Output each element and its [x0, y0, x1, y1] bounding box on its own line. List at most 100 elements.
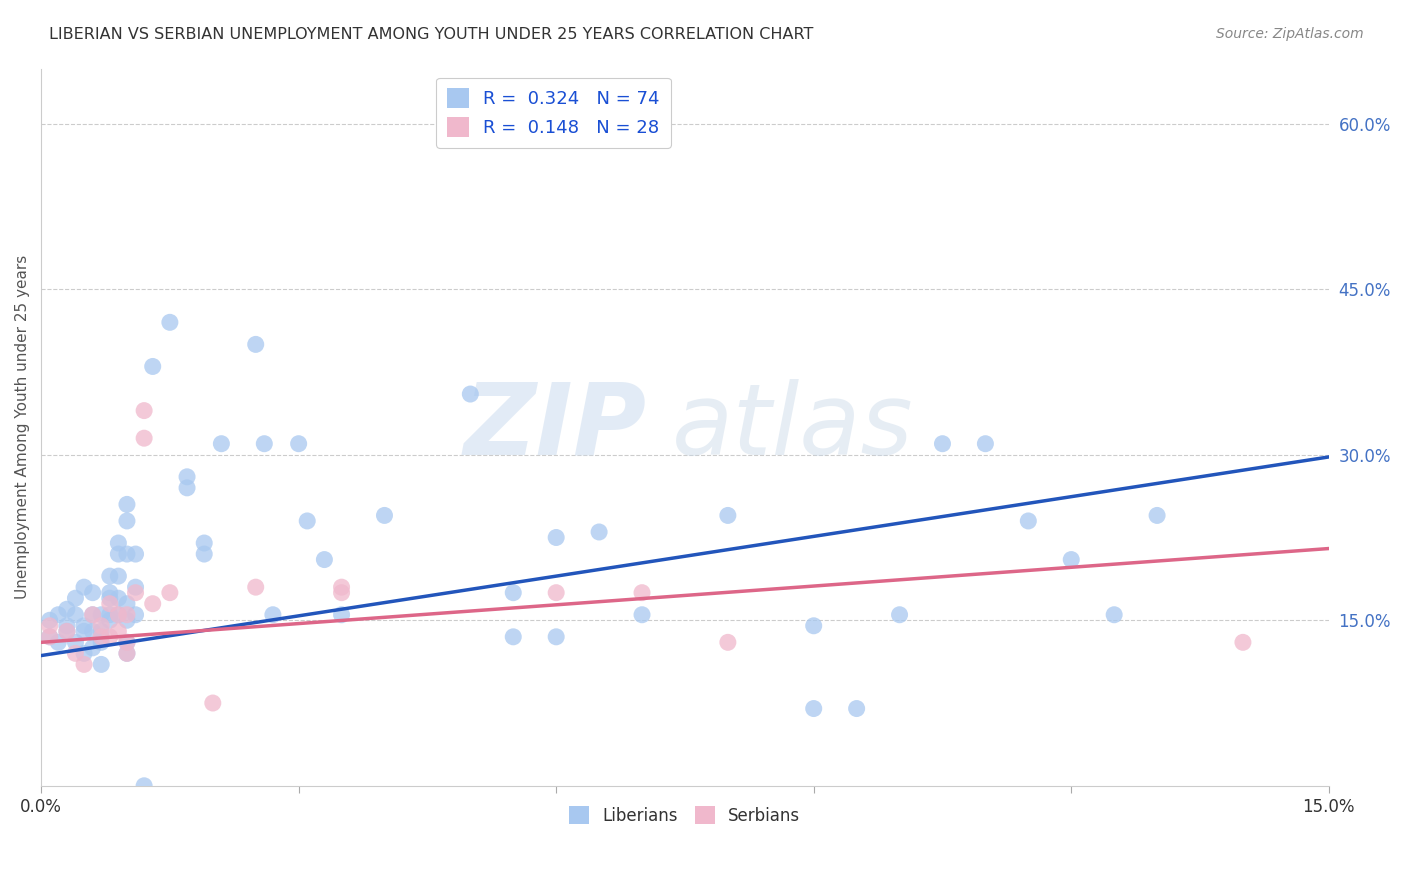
Point — [46, 635, 69, 649]
Point — [245, 337, 267, 351]
Point — [90, 657, 112, 672]
Point — [115, 597, 138, 611]
Point — [38, 613, 60, 627]
Point — [115, 547, 138, 561]
Point — [82, 640, 104, 655]
Point — [253, 436, 276, 450]
Point — [176, 470, 198, 484]
Point — [98, 585, 121, 599]
Point — [1146, 508, 1168, 523]
Point — [107, 569, 129, 583]
Point — [107, 607, 129, 622]
Point — [1060, 552, 1083, 566]
Point — [974, 436, 997, 450]
Point — [82, 607, 104, 622]
Point — [56, 624, 79, 639]
Point — [889, 607, 911, 622]
Point — [115, 497, 138, 511]
Point — [115, 635, 138, 649]
Point — [134, 431, 156, 445]
Legend: Liberians, Serbians: Liberians, Serbians — [560, 797, 810, 835]
Point — [134, 779, 156, 793]
Point — [287, 436, 309, 450]
Point — [502, 585, 524, 599]
Point — [546, 585, 568, 599]
Text: LIBERIAN VS SERBIAN UNEMPLOYMENT AMONG YOUTH UNDER 25 YEARS CORRELATION CHART: LIBERIAN VS SERBIAN UNEMPLOYMENT AMONG Y… — [49, 27, 814, 42]
Point — [82, 585, 104, 599]
Point — [98, 630, 121, 644]
Point — [845, 701, 868, 715]
Point — [90, 624, 112, 639]
Point — [717, 508, 740, 523]
Point — [73, 624, 96, 639]
Point — [38, 619, 60, 633]
Point — [82, 624, 104, 639]
Point — [124, 547, 146, 561]
Point — [209, 436, 232, 450]
Point — [73, 619, 96, 633]
Point — [38, 630, 60, 644]
Point — [460, 387, 482, 401]
Point — [90, 619, 112, 633]
Point — [803, 619, 825, 633]
Point — [107, 624, 129, 639]
Point — [73, 657, 96, 672]
Point — [107, 591, 129, 606]
Point — [297, 514, 319, 528]
Point — [142, 597, 165, 611]
Point — [124, 607, 146, 622]
Point — [56, 619, 79, 633]
Point — [245, 580, 267, 594]
Point — [73, 646, 96, 660]
Point — [90, 630, 112, 644]
Point — [98, 613, 121, 627]
Point — [124, 585, 146, 599]
Point — [803, 701, 825, 715]
Point — [82, 607, 104, 622]
Point — [330, 580, 353, 594]
Point — [159, 315, 181, 329]
Text: ZIP: ZIP — [464, 378, 647, 475]
Point — [717, 635, 740, 649]
Point — [193, 536, 215, 550]
Point — [931, 436, 953, 450]
Point — [115, 607, 138, 622]
Point — [107, 547, 129, 561]
Point — [546, 531, 568, 545]
Point — [631, 585, 654, 599]
Point — [107, 607, 129, 622]
Point — [98, 569, 121, 583]
Point — [115, 646, 138, 660]
Point — [330, 585, 353, 599]
Point — [46, 607, 69, 622]
Point — [115, 635, 138, 649]
Text: atlas: atlas — [672, 378, 914, 475]
Point — [73, 580, 96, 594]
Point — [65, 607, 87, 622]
Point — [262, 607, 284, 622]
Point — [65, 646, 87, 660]
Point — [201, 696, 224, 710]
Y-axis label: Unemployment Among Youth under 25 years: Unemployment Among Youth under 25 years — [15, 255, 30, 599]
Point — [115, 613, 138, 627]
Point — [546, 630, 568, 644]
Point — [314, 552, 336, 566]
Point — [90, 635, 112, 649]
Point — [115, 514, 138, 528]
Point — [134, 403, 156, 417]
Point — [65, 635, 87, 649]
Point — [1232, 635, 1254, 649]
Point — [502, 630, 524, 644]
Point — [90, 607, 112, 622]
Point — [193, 547, 215, 561]
Point — [115, 646, 138, 660]
Point — [176, 481, 198, 495]
Point — [56, 624, 79, 639]
Point — [631, 607, 654, 622]
Point — [65, 591, 87, 606]
Point — [56, 602, 79, 616]
Point — [373, 508, 395, 523]
Point — [124, 580, 146, 594]
Point — [1102, 607, 1125, 622]
Point — [588, 524, 610, 539]
